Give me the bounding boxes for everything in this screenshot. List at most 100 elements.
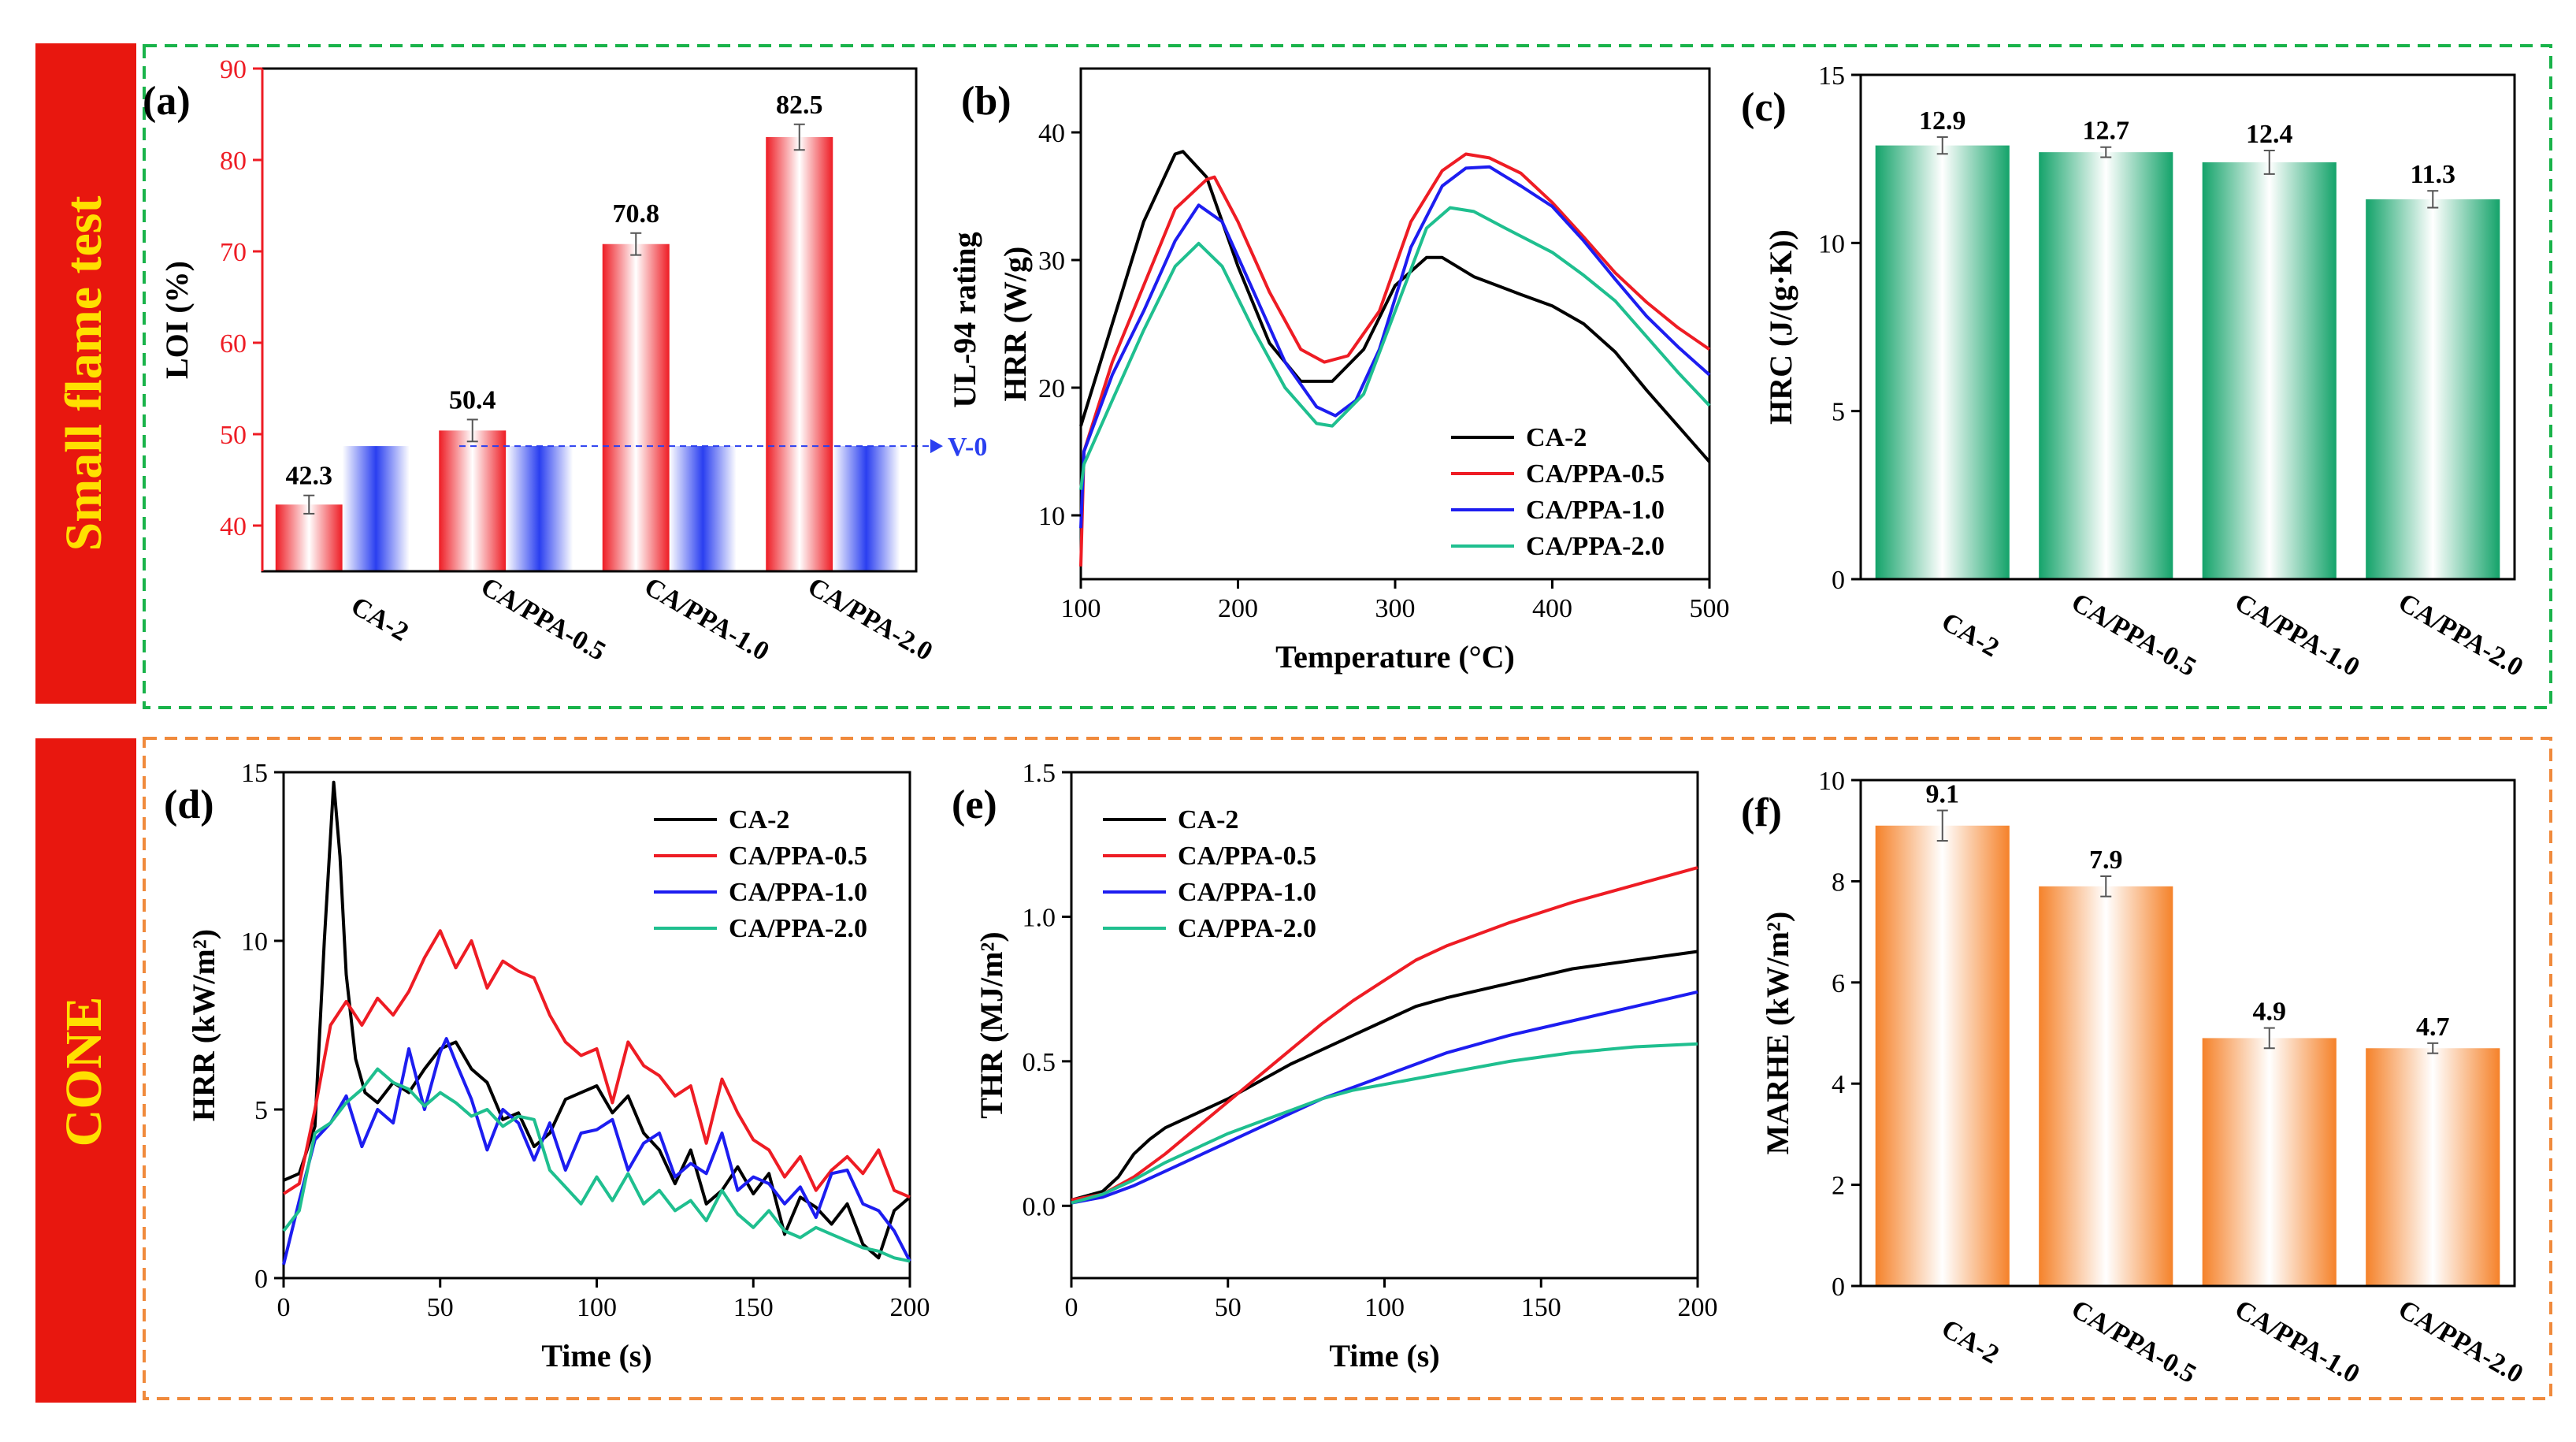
panel-label-f: (f) xyxy=(1741,790,1782,835)
y-axis-label-b: HRR (W/g) xyxy=(997,247,1033,402)
data-label-a: 42.3 xyxy=(286,462,333,491)
data-label-c: 12.7 xyxy=(2083,117,2130,146)
y-axis-label-d: HRR (kW/m²) xyxy=(186,929,221,1121)
legend-label-b: CA/PPA-2.0 xyxy=(1526,532,1665,561)
legend-label-d: CA/PPA-0.5 xyxy=(729,842,867,871)
series-line-b xyxy=(1079,152,1711,567)
y-tick-label-c: 0 xyxy=(1832,566,1845,595)
y-tick-label-f: 6 xyxy=(1832,969,1845,998)
legend-label-b: CA/PPA-1.0 xyxy=(1526,496,1665,525)
bar-loi xyxy=(766,137,833,571)
data-label-f: 4.7 xyxy=(2416,1013,2450,1042)
bar-f xyxy=(2366,1048,2500,1286)
y-tick-label-b: 30 xyxy=(1038,247,1065,276)
plot-frame-e xyxy=(1070,771,1699,1280)
y-tick-label-d: 0 xyxy=(254,1265,268,1294)
category-label-c: CA/PPA-1.0 xyxy=(2230,588,2365,682)
y-axis-label-e: THR (MJ/m²) xyxy=(974,931,1009,1119)
legend-label-b: CA/PPA-0.5 xyxy=(1526,459,1665,489)
series-line-e xyxy=(1071,990,1698,1205)
y-tick-label-a: 60 xyxy=(220,329,247,359)
x-tick-label-e: 150 xyxy=(1521,1293,1561,1322)
y-tick-label-e: 1.5 xyxy=(1023,759,1056,788)
bar-ul94 xyxy=(506,446,573,571)
panel-label-b: (b) xyxy=(961,79,1011,124)
bar-f xyxy=(1875,825,2010,1286)
x-tick-label-d: 200 xyxy=(890,1293,930,1322)
series-line-b xyxy=(1079,150,1711,463)
bar-loi xyxy=(602,243,670,571)
panel-label-e: (e) xyxy=(952,782,997,827)
category-label-f: CA/PPA-2.0 xyxy=(2393,1295,2528,1389)
y-tick-label-b: 10 xyxy=(1038,502,1065,531)
data-label-a: 70.8 xyxy=(613,199,660,229)
x-tick-label-b: 400 xyxy=(1532,594,1572,623)
series-line-e xyxy=(1071,950,1698,1202)
series-line-d xyxy=(283,780,911,1260)
x-axis-label-e: Time (s) xyxy=(1329,1338,1439,1373)
bar-loi xyxy=(439,430,507,571)
category-label-a: CA-2 xyxy=(346,592,414,648)
y-tick-label-a: 80 xyxy=(220,147,247,176)
legend-label-d: CA/PPA-1.0 xyxy=(729,878,867,907)
category-label-c: CA-2 xyxy=(1936,608,2004,663)
y-tick-label-d: 5 xyxy=(254,1096,268,1125)
category-label-f: CA/PPA-1.0 xyxy=(2230,1295,2365,1389)
bar-f xyxy=(2039,886,2173,1286)
x-tick-label-d: 0 xyxy=(277,1293,291,1322)
x-tick-label-e: 0 xyxy=(1065,1293,1078,1322)
category-label-a: CA/PPA-2.0 xyxy=(803,572,937,667)
legend-label-e: CA/PPA-2.0 xyxy=(1178,914,1316,943)
data-label-f: 7.9 xyxy=(2089,846,2123,875)
legend-label-b: CA-2 xyxy=(1526,423,1587,452)
section-banner-cone xyxy=(35,738,136,1403)
y-tick-label-e: 1.0 xyxy=(1023,903,1056,932)
bar-c xyxy=(2366,199,2500,579)
data-label-f: 4.9 xyxy=(2253,998,2287,1027)
section-label-cone: CONE xyxy=(55,997,113,1147)
section-frame-small-flame xyxy=(143,44,2552,709)
y-tick-label-f: 4 xyxy=(1832,1070,1845,1099)
category-label-f: CA-2 xyxy=(1936,1314,2004,1370)
y-axis-label-f: MARHE (kW/m²) xyxy=(1760,912,1795,1155)
y-tick-label-c: 5 xyxy=(1832,398,1845,427)
category-label-f: CA/PPA-0.5 xyxy=(2066,1295,2201,1389)
x-tick-label-d: 150 xyxy=(733,1293,774,1322)
data-label-c: 12.4 xyxy=(2246,120,2293,149)
data-label-c: 11.3 xyxy=(2410,160,2455,189)
y-tick-label-d: 15 xyxy=(241,759,268,788)
x-tick-label-e: 100 xyxy=(1364,1293,1405,1322)
bar-c xyxy=(1875,145,2010,580)
y-tick-label-b: 40 xyxy=(1038,119,1065,148)
series-line-b xyxy=(1079,206,1711,490)
data-label-f: 9.1 xyxy=(1926,780,1960,809)
y-axis-label-a: LOI (%) xyxy=(159,261,195,379)
y-axis-label-c: HRC (J/(g·K)) xyxy=(1763,229,1798,425)
x-tick-label-e: 200 xyxy=(1678,1293,1718,1322)
data-label-a: 50.4 xyxy=(449,385,496,414)
x-tick-label-d: 50 xyxy=(427,1293,454,1322)
category-label-c: CA/PPA-0.5 xyxy=(2066,588,2201,682)
v0-annotation: V-0 xyxy=(948,433,987,462)
bar-c xyxy=(2202,162,2337,579)
legend-label-e: CA/PPA-0.5 xyxy=(1178,842,1316,871)
y-tick-label-f: 0 xyxy=(1832,1273,1845,1302)
x-tick-label-b: 100 xyxy=(1061,594,1101,623)
series-line-e xyxy=(1071,1042,1698,1205)
bar-f xyxy=(2202,1038,2337,1286)
category-label-a: CA/PPA-0.5 xyxy=(476,572,611,667)
y-tick-label-e: 0.5 xyxy=(1023,1048,1056,1077)
bar-ul94 xyxy=(669,446,737,571)
panel-label-c: (c) xyxy=(1741,85,1787,130)
series-line-b xyxy=(1079,165,1711,529)
y-tick-label-c: 10 xyxy=(1818,229,1845,258)
series-line-d xyxy=(282,1067,911,1263)
x-tick-label-b: 300 xyxy=(1375,594,1416,623)
y-tick-label-a: 50 xyxy=(220,421,247,450)
plot-frame-c xyxy=(1859,73,2516,581)
panel-label-d: (d) xyxy=(164,782,214,827)
y-tick-label-c: 15 xyxy=(1818,61,1845,91)
x-axis-label-b: Temperature (°C) xyxy=(1275,639,1515,675)
legend-label-d: CA/PPA-2.0 xyxy=(729,914,867,943)
